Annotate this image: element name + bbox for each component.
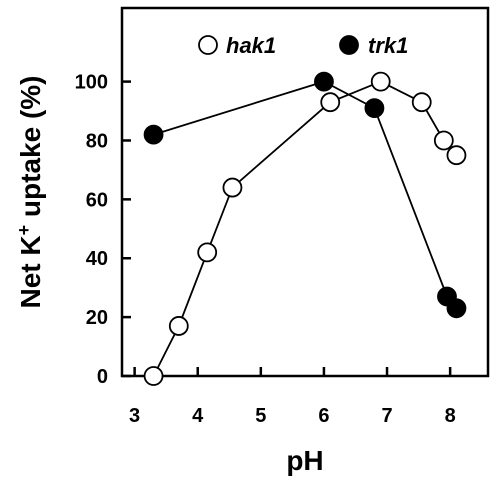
y-axis-title-prefix: Net K [15, 235, 46, 308]
data-point-hak1 [197, 242, 218, 263]
data-point-hak1 [222, 177, 243, 198]
y-tick-label: 40 [86, 248, 108, 270]
data-point-trk1 [446, 298, 467, 319]
data-point-trk1 [143, 124, 164, 145]
y-axis-title-suffix: uptake (%) [15, 76, 46, 225]
data-point-hak1 [143, 366, 164, 386]
x-axis-title: pH [286, 445, 323, 476]
data-point-trk1 [364, 98, 385, 118]
y-tick-label: 60 [86, 189, 108, 211]
y-axis-title: Net K+ uptake (%) [14, 76, 46, 309]
data-point-hak1 [320, 92, 341, 113]
data-point-hak1 [433, 130, 454, 151]
legend-label-hak1: hak1 [226, 33, 276, 58]
data-point-hak1 [370, 71, 391, 92]
y-axis-ticks: 0 20 40 60 80 100 [75, 72, 131, 388]
legend-marker-hak1 [198, 35, 218, 55]
data-point-hak1 [411, 92, 432, 113]
y-tick-label: 80 [86, 130, 108, 152]
plot-frame [120, 6, 490, 378]
data-point-trk1 [314, 71, 334, 92]
x-tick-label: 4 [192, 405, 204, 427]
x-tick-label: 7 [381, 405, 392, 427]
x-tick-label: 3 [129, 405, 140, 427]
data-point-hak1 [168, 316, 189, 336]
y-tick-label: 0 [97, 366, 108, 388]
x-tick-label: 5 [255, 405, 266, 427]
series-layer [143, 71, 467, 386]
x-axis-ticks: 3 4 5 6 7 8 [129, 367, 456, 427]
y-tick-label: 20 [86, 307, 108, 329]
data-point-hak1 [446, 145, 467, 166]
x-tick-label: 6 [318, 405, 329, 427]
legend-label-trk1: trk1 [368, 33, 408, 58]
y-tick-label: 100 [75, 72, 108, 94]
legend: hak1 trk1 [198, 33, 408, 58]
legend-marker-trk1 [339, 35, 359, 55]
series-line-hak1 [152, 80, 458, 377]
x-tick-label: 8 [445, 405, 456, 427]
y-axis-title-superscript: + [14, 225, 34, 236]
